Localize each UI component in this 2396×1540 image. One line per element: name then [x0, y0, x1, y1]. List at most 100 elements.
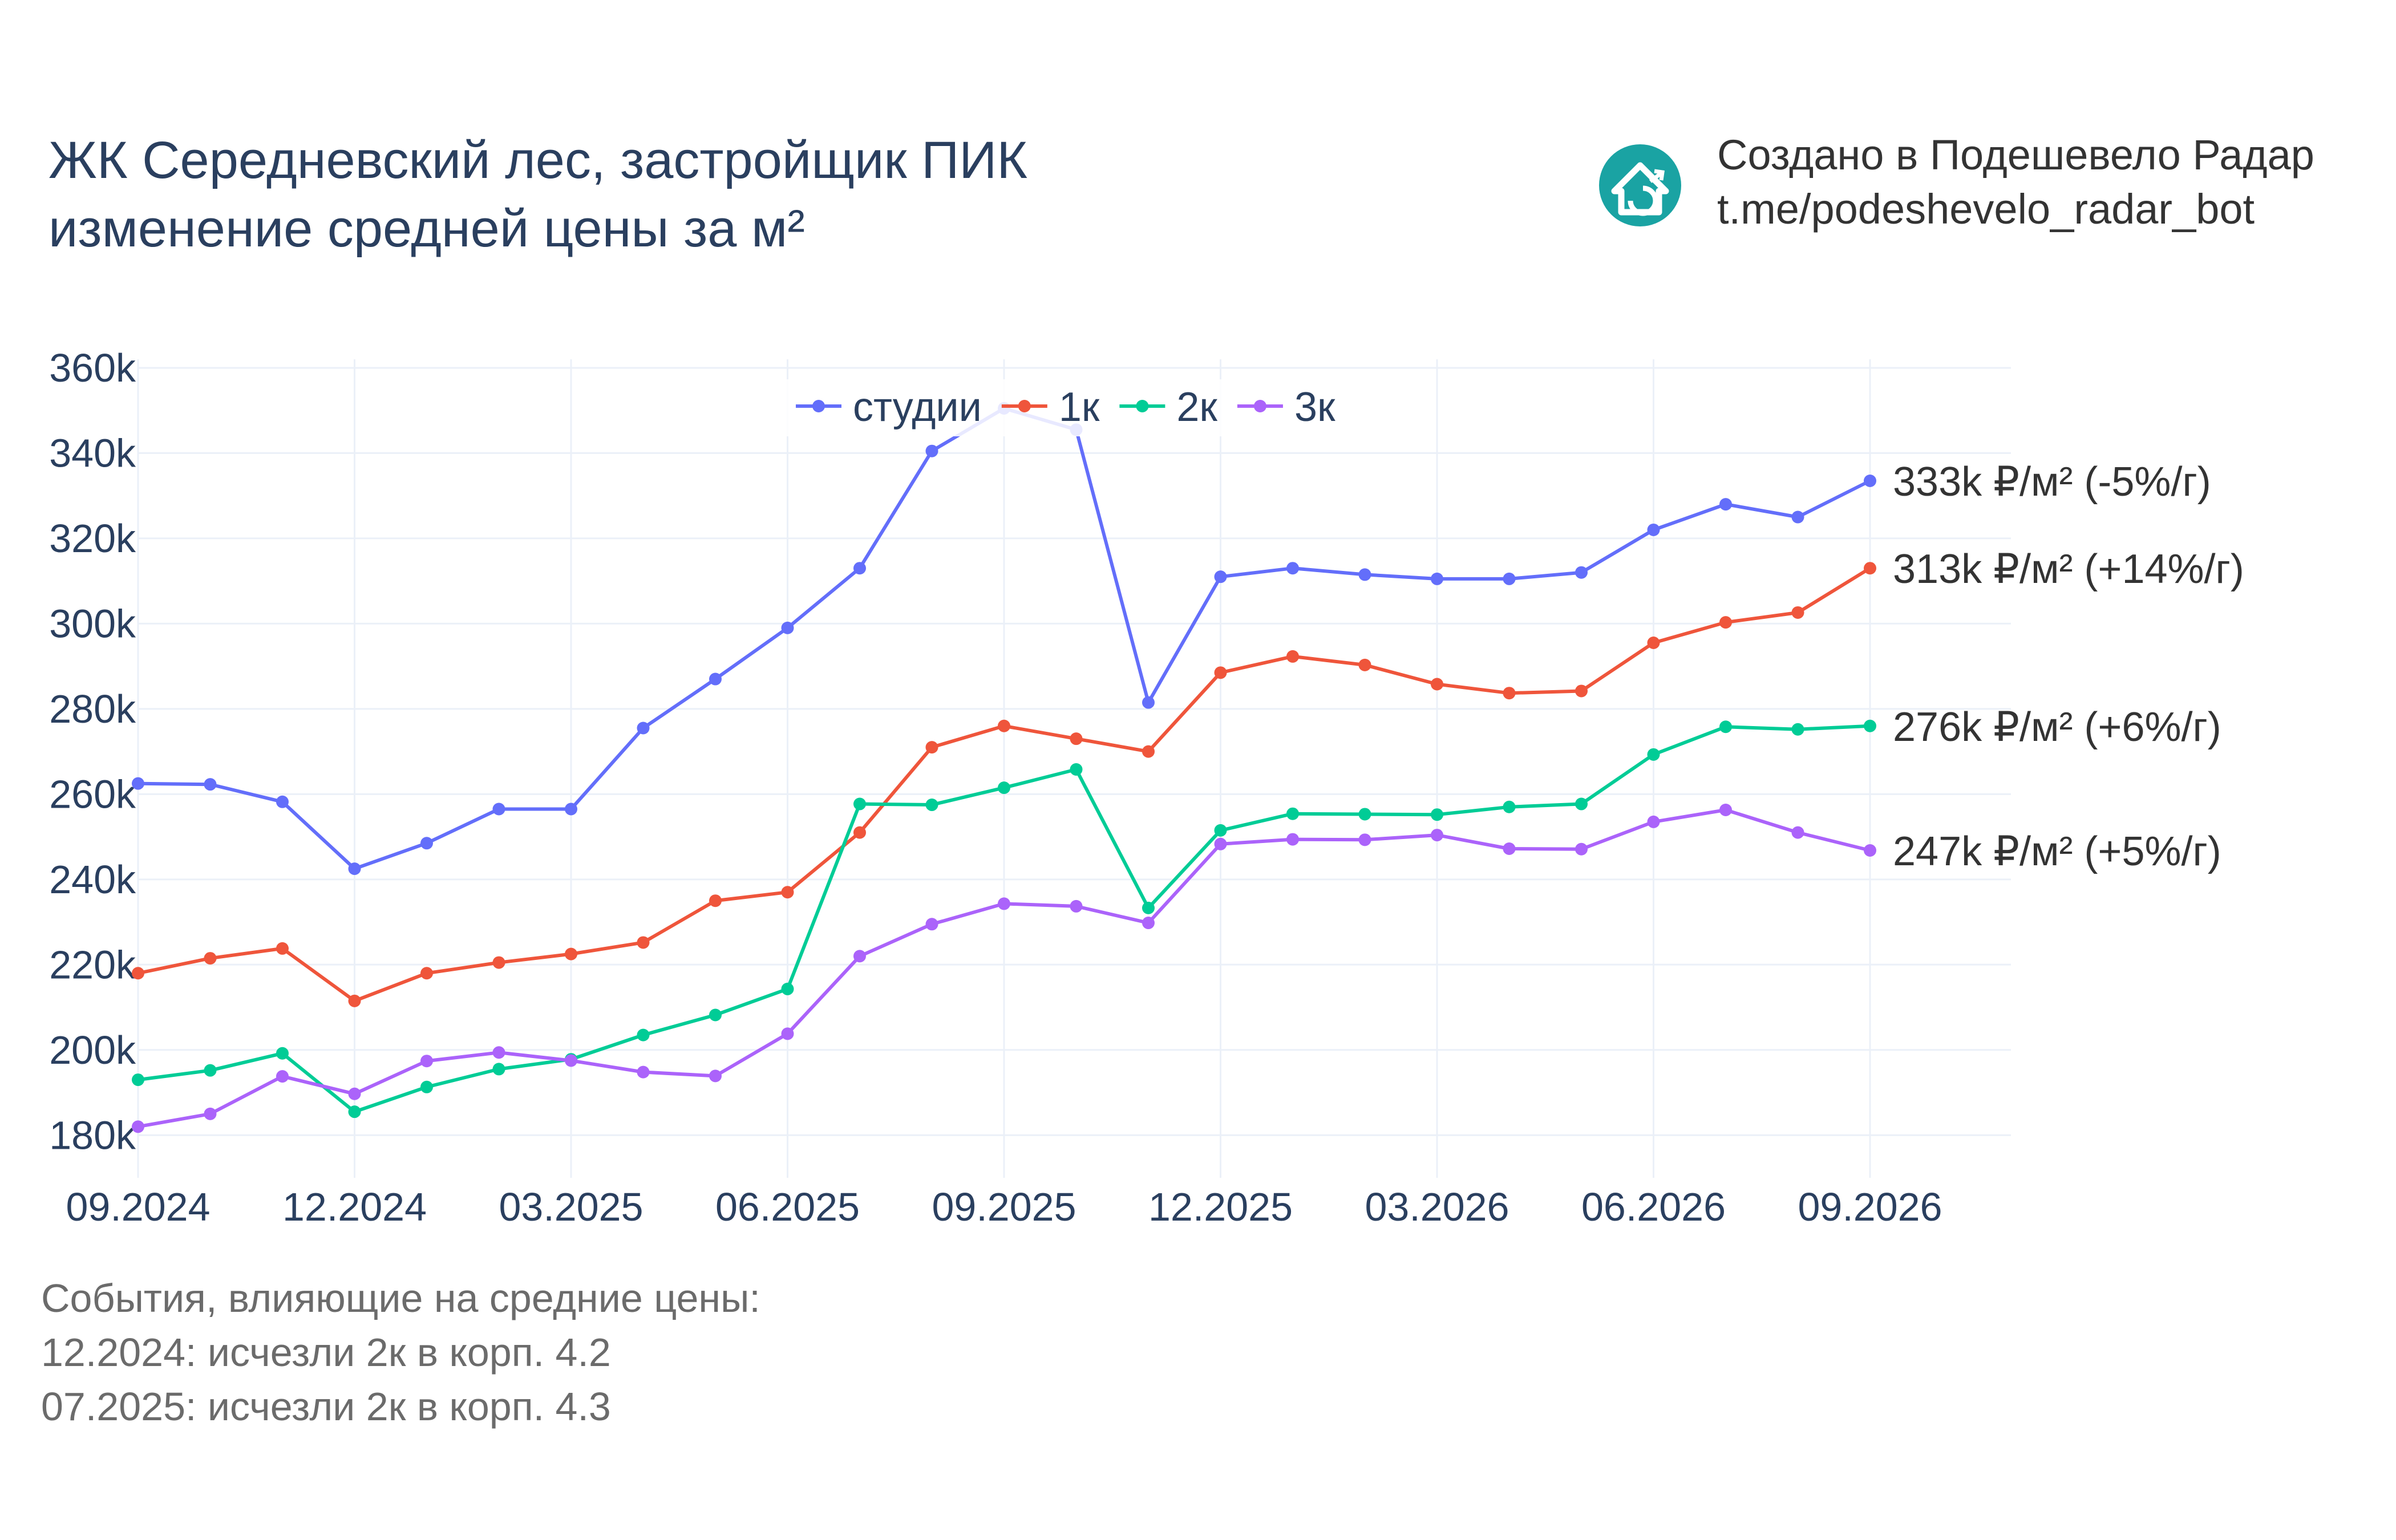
data-point[interactable] [348, 994, 361, 1007]
data-point[interactable] [1791, 510, 1804, 524]
data-point[interactable] [276, 795, 289, 808]
data-point[interactable] [420, 837, 433, 850]
data-point[interactable] [565, 947, 577, 961]
data-point[interactable] [781, 1027, 794, 1040]
data-point[interactable] [1647, 748, 1660, 761]
data-point[interactable] [492, 803, 505, 816]
data-point[interactable] [132, 777, 144, 790]
data-point[interactable] [492, 1063, 505, 1076]
data-point[interactable] [1142, 901, 1155, 914]
data-point[interactable] [1286, 562, 1299, 575]
data-point[interactable] [1647, 815, 1660, 828]
data-point[interactable] [1791, 826, 1804, 839]
data-point[interactable] [276, 1070, 289, 1083]
data-point[interactable] [637, 1065, 650, 1079]
data-point[interactable] [1791, 606, 1804, 619]
data-point[interactable] [1719, 803, 1732, 816]
data-point[interactable] [348, 862, 361, 876]
data-point[interactable] [565, 803, 577, 816]
data-point[interactable] [1358, 833, 1371, 846]
data-point[interactable] [781, 886, 794, 899]
data-point[interactable] [1142, 696, 1155, 709]
data-point[interactable] [1503, 842, 1516, 856]
data-point[interactable] [276, 1047, 289, 1060]
data-point[interactable] [1575, 566, 1588, 579]
data-point[interactable] [637, 722, 650, 735]
data-point[interactable] [925, 799, 938, 812]
data-point[interactable] [998, 781, 1010, 795]
data-point[interactable] [781, 621, 794, 634]
data-point[interactable] [1719, 616, 1732, 629]
data-point[interactable] [1214, 666, 1227, 679]
data-point[interactable] [1358, 568, 1371, 581]
data-point[interactable] [1719, 720, 1732, 733]
data-point[interactable] [348, 1087, 361, 1100]
data-point[interactable] [1864, 844, 1876, 857]
data-point[interactable] [925, 741, 938, 754]
data-point[interactable] [1575, 684, 1588, 698]
data-point[interactable] [1864, 562, 1876, 575]
data-point[interactable] [204, 1064, 217, 1077]
data-point[interactable] [492, 1046, 505, 1059]
series-2к[interactable] [132, 719, 1876, 1118]
data-point[interactable] [204, 1107, 217, 1120]
credit-line2[interactable]: t.me/podeshevelo_radar_bot [1717, 185, 2255, 233]
data-point[interactable] [420, 1055, 433, 1068]
data-point[interactable] [1575, 797, 1588, 810]
data-point[interactable] [1864, 719, 1876, 732]
data-point[interactable] [853, 562, 866, 575]
data-point[interactable] [637, 936, 650, 949]
data-point[interactable] [1214, 824, 1227, 837]
legend-item-1к[interactable]: 1к [1001, 384, 1100, 430]
data-point[interactable] [853, 950, 866, 963]
data-point[interactable] [1575, 842, 1588, 856]
data-point[interactable] [853, 826, 866, 839]
data-point[interactable] [781, 982, 794, 995]
data-point[interactable] [1142, 917, 1155, 930]
data-point[interactable] [853, 797, 866, 810]
data-point[interactable] [204, 952, 217, 965]
data-point[interactable] [1070, 899, 1083, 913]
data-point[interactable] [925, 444, 938, 457]
data-point[interactable] [1719, 498, 1732, 511]
series-3к[interactable] [132, 803, 1876, 1133]
legend-item-студии[interactable]: студии [796, 384, 982, 430]
data-point[interactable] [1358, 658, 1371, 671]
data-point[interactable] [1286, 807, 1299, 820]
data-point[interactable] [1503, 687, 1516, 700]
legend-item-3к[interactable]: 3к [1237, 384, 1335, 430]
data-point[interactable] [1647, 637, 1660, 650]
data-point[interactable] [1431, 829, 1443, 842]
data-point[interactable] [1503, 800, 1516, 813]
data-point[interactable] [1286, 650, 1299, 663]
data-point[interactable] [709, 894, 722, 907]
data-point[interactable] [709, 1008, 722, 1022]
data-point[interactable] [1791, 723, 1804, 736]
data-point[interactable] [1647, 523, 1660, 536]
data-point[interactable] [492, 956, 505, 969]
data-point[interactable] [348, 1105, 361, 1118]
data-point[interactable] [998, 719, 1010, 732]
data-point[interactable] [132, 1120, 144, 1133]
data-point[interactable] [276, 942, 289, 955]
data-point[interactable] [998, 897, 1010, 910]
data-point[interactable] [420, 1080, 433, 1093]
data-point[interactable] [1070, 732, 1083, 745]
data-point[interactable] [1431, 678, 1443, 691]
data-point[interactable] [420, 967, 433, 980]
data-point[interactable] [1070, 763, 1083, 776]
data-point[interactable] [709, 1069, 722, 1083]
data-point[interactable] [1214, 570, 1227, 583]
data-point[interactable] [1503, 572, 1516, 585]
series-1к[interactable] [132, 562, 1876, 1007]
data-point[interactable] [1286, 833, 1299, 846]
data-point[interactable] [1214, 837, 1227, 850]
data-point[interactable] [1864, 475, 1876, 488]
data-point[interactable] [1431, 572, 1443, 585]
legend[interactable]: студии 1к 2к 3к [779, 379, 1355, 436]
data-point[interactable] [1431, 808, 1443, 821]
data-point[interactable] [204, 778, 217, 791]
data-point[interactable] [709, 672, 722, 686]
data-point[interactable] [132, 1073, 144, 1087]
data-point[interactable] [132, 967, 144, 980]
